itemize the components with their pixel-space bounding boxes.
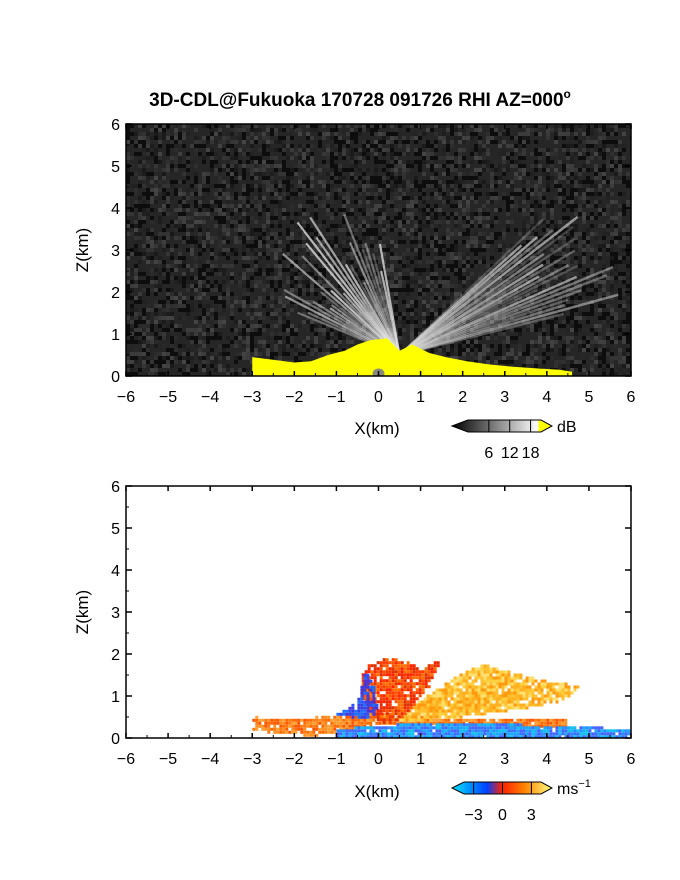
x-tick-label: −2 bbox=[285, 389, 303, 406]
intensity-saturated-region bbox=[252, 338, 573, 376]
intensity-slant-ray bbox=[398, 244, 523, 356]
intensity-slant-ray bbox=[398, 263, 544, 357]
x-tick-label: 3 bbox=[500, 751, 509, 768]
x-tick-label: 3 bbox=[500, 389, 509, 406]
x-tick-label: −6 bbox=[117, 389, 135, 406]
velocity-negative-near-ground bbox=[336, 723, 631, 738]
velocity-y-axis-label: Z(km) bbox=[73, 590, 92, 634]
x-tick-label: 6 bbox=[627, 389, 636, 406]
intensity-ray bbox=[380, 270, 401, 356]
intensity-ray bbox=[296, 221, 401, 356]
intensity-slant-ray bbox=[398, 215, 579, 356]
intensity-ray bbox=[372, 253, 401, 356]
y-tick-label: 4 bbox=[111, 563, 120, 580]
x-tick-label: −4 bbox=[201, 751, 219, 768]
x-tick-label: 1 bbox=[416, 389, 425, 406]
colorbar-tick-label: 6 bbox=[484, 445, 493, 462]
y-tick-label: 6 bbox=[111, 117, 120, 134]
y-tick-label: 4 bbox=[111, 201, 120, 218]
x-tick-label: −3 bbox=[243, 751, 261, 768]
colorbar-tick-label: 12 bbox=[501, 445, 519, 462]
intensity-colorbar: 6 12 18 dB bbox=[450, 419, 577, 462]
y-tick-label: 2 bbox=[111, 285, 120, 302]
x-tick-label: 4 bbox=[542, 751, 551, 768]
y-tick-label: 0 bbox=[111, 731, 120, 748]
x-tick-label: −2 bbox=[285, 751, 303, 768]
intensity-cone-rays bbox=[282, 214, 401, 357]
intensity-ray bbox=[364, 242, 401, 356]
velocity-colorbar-unit: ms−1 bbox=[557, 778, 591, 798]
velocity-negative-blob bbox=[336, 673, 379, 719]
x-tick-label: 2 bbox=[458, 751, 467, 768]
x-tick-label: 0 bbox=[374, 389, 383, 406]
intensity-slant-ray bbox=[399, 289, 582, 357]
colorbar-tick-label: −3 bbox=[465, 807, 483, 824]
velocity-axis-ticks: −6 −5 −4 −3 −2 −1 0 1 2 3 4 5 6 0 1 2 3 4 5 6 bbox=[111, 479, 635, 768]
y-tick-label: 1 bbox=[111, 689, 120, 706]
intensity-colorbar-scale bbox=[450, 419, 554, 433]
x-tick-label: −6 bbox=[117, 751, 135, 768]
intensity-slant-ray bbox=[398, 252, 545, 357]
y-tick-label: 1 bbox=[111, 327, 120, 344]
velocity-x-axis-label: X(km) bbox=[354, 782, 399, 801]
intensity-slant-ray bbox=[399, 293, 619, 357]
intensity-field bbox=[126, 124, 631, 376]
y-tick-label: 2 bbox=[111, 647, 120, 664]
intensity-slant-ray bbox=[399, 289, 538, 357]
y-tick-label: 5 bbox=[111, 159, 120, 176]
x-tick-label: 5 bbox=[584, 389, 593, 406]
intensity-colorbar-unit: dB bbox=[557, 419, 577, 436]
y-tick-label: 3 bbox=[111, 605, 120, 622]
intensity-slant-ray bbox=[398, 218, 544, 356]
colorbar-tick-label: 18 bbox=[522, 445, 540, 462]
velocity-colorbar: −3 0 3 ms−1 bbox=[450, 778, 591, 824]
x-tick-label: 2 bbox=[458, 389, 467, 406]
x-tick-label: 6 bbox=[627, 751, 636, 768]
intensity-ray bbox=[361, 248, 401, 356]
colorbar-tick-label: 0 bbox=[498, 807, 507, 824]
intensity-slant-ray bbox=[399, 275, 578, 357]
intensity-noise bbox=[126, 124, 631, 376]
x-tick-label: −5 bbox=[159, 751, 177, 768]
x-tick-label: −3 bbox=[243, 389, 261, 406]
intensity-x-axis-label: X(km) bbox=[354, 419, 399, 438]
intensity-slant-ray bbox=[398, 264, 578, 357]
y-tick-label: 0 bbox=[111, 369, 120, 386]
y-tick-label: 5 bbox=[111, 521, 120, 538]
intensity-slant-ray bbox=[399, 274, 608, 357]
velocity-field bbox=[126, 486, 631, 738]
x-tick-label: −5 bbox=[159, 389, 177, 406]
velocity-positive-slant bbox=[399, 664, 580, 722]
x-tick-label: −1 bbox=[327, 389, 345, 406]
x-tick-label: 4 bbox=[542, 389, 551, 406]
intensity-slant-layer bbox=[398, 215, 619, 357]
intensity-y-axis-label: Z(km) bbox=[73, 228, 92, 272]
y-tick-label: 6 bbox=[111, 479, 120, 496]
intensity-slant-ray bbox=[399, 303, 566, 357]
y-tick-label: 3 bbox=[111, 243, 120, 260]
intensity-ray bbox=[282, 253, 401, 356]
velocity-panel: −6 −5 −4 −3 −2 −1 0 1 2 3 4 5 6 0 1 2 3 4 5 6 X(km) Z(km) −… bbox=[73, 479, 636, 824]
x-tick-label: −4 bbox=[201, 389, 219, 406]
x-tick-label: −1 bbox=[327, 751, 345, 768]
intensity-slant-ray bbox=[399, 298, 569, 357]
intensity-axis-ticks: −6 −5 −4 −3 −2 −1 0 1 2 3 4 5 6 0 1 2 3 4 5 6 bbox=[111, 117, 635, 406]
x-tick-label: 1 bbox=[416, 751, 425, 768]
intensity-slant-ray bbox=[398, 275, 540, 357]
colorbar-tick-label: 3 bbox=[527, 807, 536, 824]
x-tick-label: 0 bbox=[374, 751, 383, 768]
x-tick-label: 5 bbox=[584, 751, 593, 768]
figure-title: 3D-CDL@Fukuoka 170728 091726 RHI AZ=000o bbox=[149, 87, 571, 111]
